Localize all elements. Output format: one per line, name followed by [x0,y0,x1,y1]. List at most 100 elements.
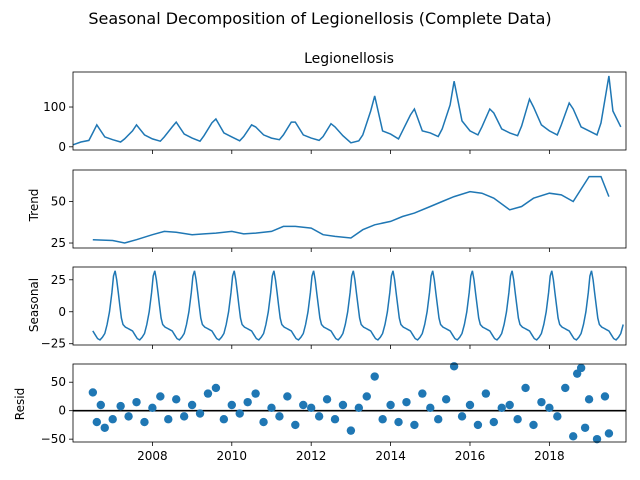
panel-seasonal: Seasonal −25 0 25 [27,266,627,351]
trend-plot: 25 50 [51,169,627,252]
resid-point [203,389,213,398]
resid-point [497,403,506,413]
resid-point [314,412,324,421]
y-tick-label: 25 [51,236,66,250]
resid-point [580,423,590,432]
resid-point [362,392,371,401]
resid-point [96,400,105,410]
resid-point [219,415,229,424]
resid-point [370,372,379,381]
resid-point [322,395,332,404]
resid-point [211,383,221,393]
resid-point [140,417,149,427]
resid-point [187,400,197,410]
resid-point [465,400,475,410]
resid-point [529,420,538,430]
x-tick-label: 2012 [296,449,327,463]
seasonal-plot: −25 0 25 [41,266,627,351]
axes-frame [72,363,627,443]
resid-point [434,415,443,424]
resid-point [338,400,348,410]
resid-point [537,397,546,407]
resid-point [227,400,236,410]
y-tick-label: 100 [43,100,66,114]
panel-trend: Trend 25 50 [27,169,627,252]
resid-point [100,423,109,432]
resid-point [156,392,165,401]
resid-point [124,412,133,421]
y-tick-label: 0 [58,140,66,154]
axes-frame [72,266,627,346]
x-tick-label: 2016 [455,449,486,463]
resid-point [235,409,244,418]
resid-point [426,403,435,413]
x-tick-label: 2014 [375,449,406,463]
series-line [92,270,624,341]
y-tick-label: 0 [58,404,66,418]
resid-point [457,412,467,421]
resid-point [513,415,522,424]
resid-point [394,417,403,427]
resid-point [561,383,570,393]
resid-point [267,403,276,413]
resid-point [92,417,102,427]
resid-point [545,403,554,413]
resid-point [354,403,364,413]
y-tick-label: 0 [58,305,66,319]
resid-point [600,392,610,401]
resid-point [505,400,514,410]
resid-point [330,415,340,424]
resid-point [179,412,189,421]
resid-point [449,362,459,371]
axes-frame [72,169,627,249]
observed-plot: 0 100 [43,71,627,154]
series-line [72,75,622,146]
resid-point [108,415,117,424]
resid-point [243,397,252,407]
resid-point [132,397,141,407]
resid-point [172,395,181,404]
figure-title: Seasonal Decomposition of Legionellosis … [88,9,551,28]
resid-point [521,383,530,393]
y-axis-label: Resid [13,388,27,420]
resid-point [346,426,356,435]
y-tick-label: 50 [51,375,66,389]
resid-point [116,401,125,411]
resid-point [88,388,98,397]
resid-point [283,392,292,401]
y-tick-label: −50 [41,432,66,446]
resid-point [386,400,395,410]
resid-point [569,432,578,441]
resid-point [592,434,602,444]
resid-point [441,395,451,404]
resid-point [259,417,268,427]
resid-plot: 2008 2010 2012 2014 2016 2018 −50 0 50 [41,362,627,463]
resid-point [489,417,499,427]
resid-point [195,409,205,418]
y-tick-label: 50 [51,195,66,209]
y-axis-label: Trend [27,189,41,223]
x-tick-label: 2018 [534,449,565,463]
y-tick-label: 25 [51,273,66,287]
resid-point [378,415,387,424]
x-tick-label: 2010 [217,449,248,463]
resid-point [553,412,562,421]
resid-point [275,412,284,421]
axes-frame [72,71,627,151]
y-tick-label: −25 [41,337,66,351]
resid-point [584,395,594,404]
y-axis-label: Seasonal [27,278,41,332]
panel-title: Legionellosis [304,51,394,67]
series-line [92,175,610,244]
panel-observed: Legionellosis 0 100 [43,51,627,154]
resid-point [306,403,316,413]
resid-point [251,389,260,398]
resid-point [604,429,614,438]
resid-point [164,415,173,424]
resid-point [402,397,411,407]
resid-point [148,403,157,413]
x-tick-label: 2008 [137,449,168,463]
resid-point [291,420,300,430]
resid-point [418,389,427,398]
